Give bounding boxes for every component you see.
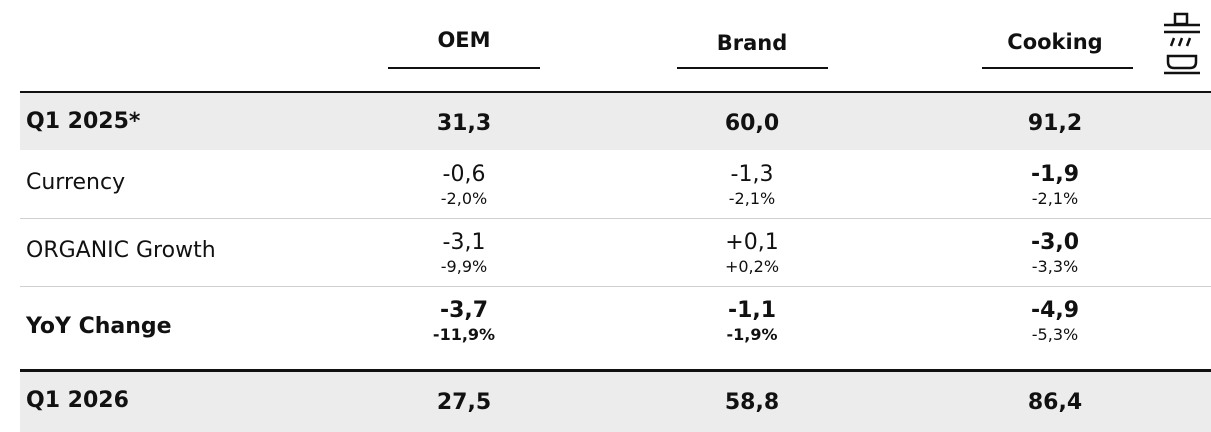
cell-value: 27,5 (436, 390, 492, 415)
cell-value: 86,4 (1027, 390, 1083, 415)
cell-value: +0,1 (725, 230, 779, 255)
cell-percent: -1,9% (726, 325, 778, 344)
row-label: Q1 2026 (26, 388, 129, 413)
cell-value: -4,9 (1030, 298, 1080, 323)
cell: -1,1 -1,9% (642, 298, 862, 344)
cell: -3,7 -11,9% (354, 298, 574, 344)
cell-value: -1,9 (1030, 162, 1080, 187)
cell-value: 60,0 (724, 111, 780, 136)
row-label: Q1 2025* (26, 109, 141, 134)
header-underline (388, 67, 540, 69)
cell-value: -3,7 (439, 298, 489, 323)
row-label: Currency (26, 170, 126, 195)
cell-value: -3,1 (442, 230, 486, 255)
cell-percent: -2,0% (440, 189, 488, 208)
cell: -0,6 -2,0% (354, 162, 574, 208)
row-label: ORGANIC Growth (26, 238, 216, 263)
cell-percent: +0,2% (724, 257, 780, 276)
cell-value: -3,0 (1030, 230, 1080, 255)
cell: 91,2 (945, 111, 1165, 136)
cell-value: 91,2 (1027, 111, 1083, 136)
row-label: YoY Change (26, 314, 172, 339)
cell: +0,1 +0,2% (642, 230, 862, 276)
rule (20, 91, 1211, 94)
cell: 31,3 (354, 111, 574, 136)
column-header: Cooking (1007, 30, 1103, 54)
cell: -1,3 -2,1% (642, 162, 862, 208)
column-header: Brand (716, 31, 788, 55)
column-header: OEM (437, 28, 491, 52)
cell-value: -1,3 (730, 162, 774, 187)
cell-value: 58,8 (724, 390, 780, 415)
cell: -3,0 -3,3% (945, 230, 1165, 276)
cell-value: -0,6 (442, 162, 486, 187)
cell: -1,9 -2,1% (945, 162, 1165, 208)
cell-percent: -3,3% (1031, 257, 1079, 276)
cell-percent: -2,1% (728, 189, 776, 208)
cell: 86,4 (945, 390, 1165, 415)
cell-percent: -5,3% (1031, 325, 1079, 344)
row-bg (20, 372, 1211, 432)
cooking-icon (1164, 12, 1200, 75)
rule (20, 369, 1211, 372)
cell-value: -1,1 (727, 298, 777, 323)
header-underline (677, 67, 828, 69)
cell-percent: -9,9% (440, 257, 488, 276)
cell-percent: -2,1% (1031, 189, 1079, 208)
cell: -3,1 -9,9% (354, 230, 574, 276)
cell: -4,9 -5,3% (945, 298, 1165, 344)
header-underline (982, 67, 1133, 69)
cell: 58,8 (642, 390, 862, 415)
cell-percent: -11,9% (432, 325, 496, 344)
cell: 60,0 (642, 111, 862, 136)
cell-value: 31,3 (436, 111, 492, 136)
row-separator (20, 286, 1211, 287)
row-bg (20, 93, 1211, 150)
cell: 27,5 (354, 390, 574, 415)
row-separator (20, 218, 1211, 219)
